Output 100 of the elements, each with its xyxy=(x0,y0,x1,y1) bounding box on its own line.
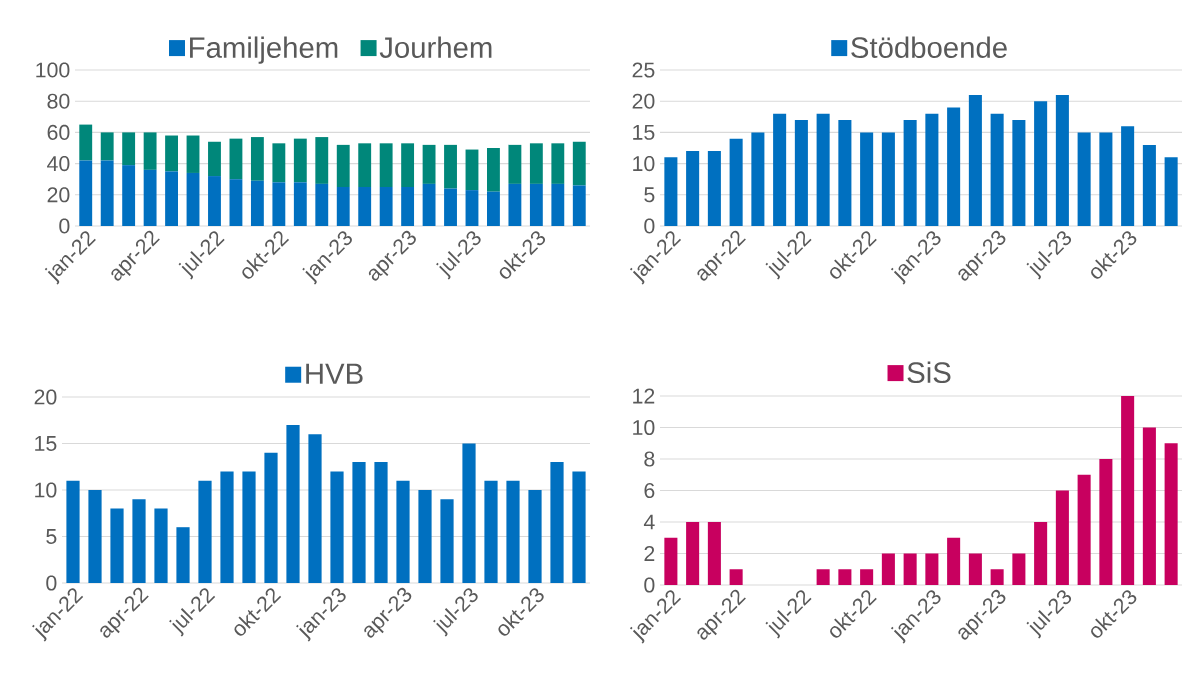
bar xyxy=(487,147,500,192)
bar xyxy=(1121,126,1135,226)
bar xyxy=(293,182,307,226)
legend-label: SiS xyxy=(907,361,951,384)
bar xyxy=(143,132,157,170)
bar xyxy=(947,537,961,585)
bar xyxy=(308,434,322,583)
bar xyxy=(903,119,917,226)
y-tick-label: 10 xyxy=(633,156,655,172)
y-tick-label: 100 xyxy=(36,62,70,78)
bar xyxy=(773,113,787,226)
bar xyxy=(358,186,372,226)
bar xyxy=(925,553,939,585)
bar xyxy=(707,151,721,226)
bar xyxy=(572,471,586,583)
y-tick-label: 2 xyxy=(644,546,655,561)
y-tick-label: 40 xyxy=(47,156,70,172)
bar xyxy=(529,143,543,184)
bar xyxy=(729,569,743,585)
bar xyxy=(444,188,457,226)
y-tick-label: 15 xyxy=(633,124,655,140)
bar xyxy=(462,443,476,583)
bar xyxy=(572,185,586,226)
bar xyxy=(990,113,1004,226)
bar xyxy=(100,132,114,161)
bar xyxy=(881,553,895,585)
bar xyxy=(551,183,565,226)
bar xyxy=(860,569,874,585)
bar xyxy=(550,462,564,583)
bar xyxy=(1034,101,1048,226)
y-tick-label: 60 xyxy=(47,124,70,140)
bar xyxy=(990,569,1004,585)
bar xyxy=(686,522,700,585)
y-tick-label: 80 xyxy=(47,93,70,109)
bar xyxy=(110,508,124,583)
bar xyxy=(272,182,286,226)
bar xyxy=(208,141,221,177)
bar xyxy=(1099,459,1113,585)
bar xyxy=(1012,119,1026,226)
bar xyxy=(664,157,678,226)
bar xyxy=(816,569,830,585)
bar xyxy=(664,537,678,585)
bar xyxy=(707,522,721,585)
bar xyxy=(440,499,454,583)
bar xyxy=(242,471,256,583)
bar xyxy=(79,160,93,226)
bar xyxy=(293,138,307,183)
bar xyxy=(572,141,586,186)
bar xyxy=(358,143,372,187)
bar xyxy=(551,143,565,184)
bar xyxy=(508,144,522,184)
y-tick-label: 12 xyxy=(633,388,655,404)
bar xyxy=(1034,522,1048,585)
bar xyxy=(1077,132,1091,226)
bar xyxy=(229,138,243,180)
bar xyxy=(487,191,500,226)
bar xyxy=(143,169,157,226)
bar xyxy=(352,462,366,583)
y-tick-label: 4 xyxy=(643,514,655,530)
bar xyxy=(1077,474,1091,585)
bar xyxy=(838,119,852,226)
bar xyxy=(751,132,765,226)
bar xyxy=(794,119,808,226)
bar xyxy=(968,94,982,226)
bar xyxy=(229,179,243,226)
bar xyxy=(529,183,543,226)
y-tick-label: 15 xyxy=(35,436,57,451)
bar xyxy=(315,137,329,184)
bar xyxy=(1164,443,1178,585)
bar xyxy=(272,143,286,183)
bar xyxy=(186,135,200,173)
bar xyxy=(250,180,264,226)
bar xyxy=(176,527,190,583)
bar xyxy=(1012,553,1026,585)
bar xyxy=(729,138,743,226)
bar xyxy=(208,176,221,226)
bar xyxy=(401,186,415,226)
y-tick-label: 8 xyxy=(644,451,655,467)
bar xyxy=(100,160,114,226)
bar xyxy=(379,186,393,226)
bar xyxy=(250,137,264,181)
bar xyxy=(444,144,457,189)
bar xyxy=(925,113,939,226)
bar xyxy=(1055,490,1069,585)
legend-label: Familjehem xyxy=(190,36,338,64)
y-tick-label: 5 xyxy=(46,529,57,544)
bar xyxy=(336,186,350,226)
bar xyxy=(1055,94,1069,226)
bar xyxy=(396,480,410,583)
y-tick-label: 25 xyxy=(632,62,655,78)
bar xyxy=(422,183,436,226)
bar xyxy=(165,135,178,172)
bar xyxy=(418,490,432,583)
bar xyxy=(508,183,522,226)
y-tick-label: 20 xyxy=(632,93,655,109)
y-tick-label: 10 xyxy=(35,482,57,498)
y-tick-label: 10 xyxy=(633,419,655,436)
bar xyxy=(528,490,542,583)
bar xyxy=(465,190,479,226)
bar xyxy=(506,480,520,583)
